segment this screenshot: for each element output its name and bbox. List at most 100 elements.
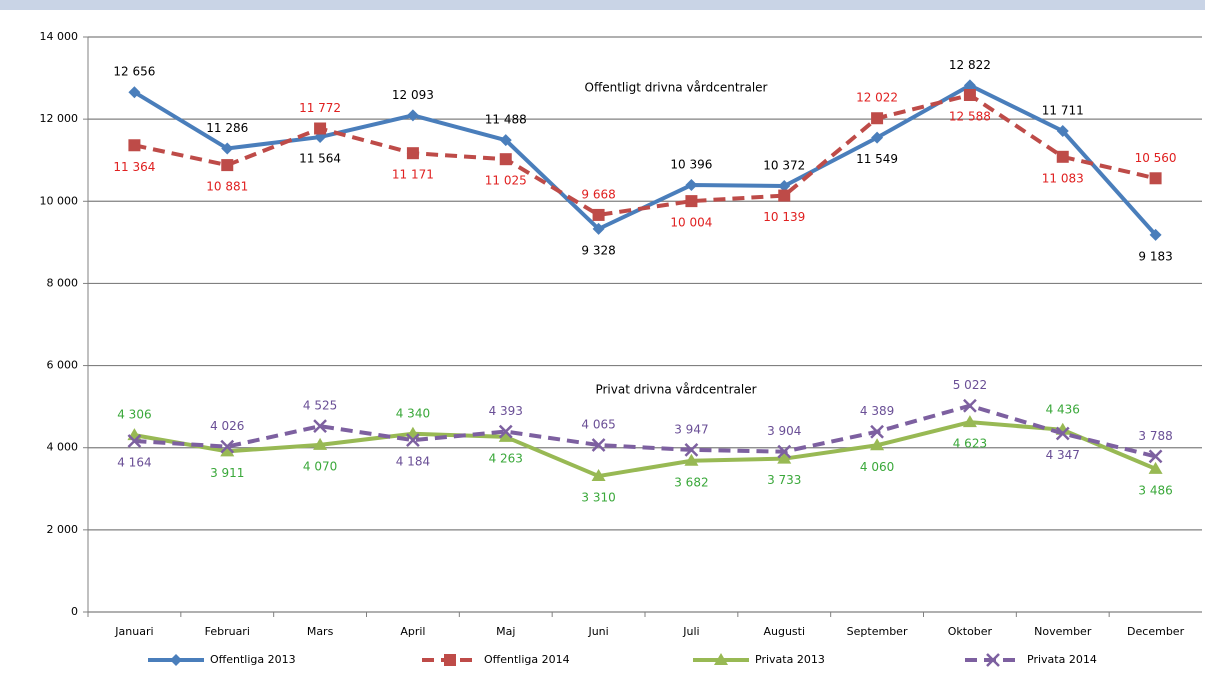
y-tick-label: 12 000	[40, 112, 79, 125]
y-tick-label: 6 000	[47, 359, 79, 372]
data-label: 4 263	[489, 451, 523, 465]
series-line	[134, 403, 1157, 459]
point	[777, 451, 792, 464]
data-label: 11 488	[485, 113, 527, 127]
point	[871, 131, 884, 144]
point	[963, 88, 976, 101]
point	[1148, 449, 1163, 464]
data-label: 4 393	[489, 404, 523, 418]
point	[406, 109, 419, 122]
data-label: 10 560	[1135, 151, 1177, 165]
point	[986, 653, 1000, 667]
data-label: 11 549	[856, 152, 898, 166]
point	[313, 419, 327, 434]
point	[128, 139, 141, 152]
point	[1148, 461, 1163, 474]
point	[444, 654, 456, 666]
data-label: 11 025	[485, 174, 527, 188]
data-label: 9 183	[1138, 249, 1172, 263]
data-label: 4 347	[1046, 448, 1080, 462]
data-label: 3 733	[767, 473, 801, 487]
data-label: 12 656	[113, 65, 155, 79]
y-tick-label: 8 000	[47, 276, 79, 289]
data-label: 3 911	[210, 466, 244, 480]
point	[406, 433, 420, 448]
data-label: 4 026	[210, 419, 244, 433]
point	[777, 444, 792, 459]
data-label: 12 093	[392, 88, 434, 102]
data-label: 4 436	[1046, 402, 1080, 416]
point	[128, 86, 141, 99]
data-label: 9 328	[581, 243, 615, 257]
point	[314, 122, 327, 135]
point	[684, 453, 699, 466]
point	[962, 415, 977, 428]
y-tick-label: 0	[71, 605, 78, 618]
point	[313, 437, 328, 450]
data-label: 4 070	[303, 459, 337, 473]
legend-label: Offentliga 2014	[484, 653, 570, 666]
data-label: 11 286	[206, 121, 248, 135]
data-label: 4 164	[117, 455, 151, 469]
data-label: 9 668	[581, 187, 615, 201]
data-label: 4 060	[860, 460, 894, 474]
y-tick-label: 14 000	[40, 30, 79, 43]
x-tick-label: Januari	[114, 625, 153, 638]
data-label: 3 904	[767, 424, 801, 438]
data-label: 3 310	[581, 491, 615, 505]
data-label: 10 396	[670, 158, 712, 172]
point	[498, 429, 513, 442]
data-label: 4 306	[117, 408, 151, 422]
frame-top	[0, 0, 1205, 10]
data-label: 11 772	[299, 101, 341, 115]
data-label: 4 184	[396, 455, 430, 469]
data-label: 4 389	[860, 404, 894, 418]
data-label: 12 588	[949, 109, 991, 123]
point	[499, 134, 512, 147]
data-label: 11 564	[299, 152, 341, 166]
data-label: 3 947	[674, 422, 708, 436]
data-label: 10 372	[763, 159, 805, 173]
point	[220, 444, 235, 457]
data-label: 3 682	[674, 475, 708, 489]
point	[871, 112, 884, 125]
point	[221, 159, 234, 172]
data-label: 4 065	[581, 418, 615, 432]
legend-label: Privata 2013	[755, 653, 825, 666]
point	[963, 79, 976, 92]
y-tick-label: 2 000	[47, 523, 79, 536]
point	[1149, 172, 1162, 185]
data-label: 4 525	[303, 399, 337, 413]
point	[714, 653, 728, 665]
x-tick-label: Juli	[682, 625, 699, 638]
point	[498, 424, 513, 439]
annotation: Privat drivna vårdcentraler	[595, 383, 756, 397]
point	[591, 438, 606, 452]
data-label: 11 083	[1042, 171, 1084, 185]
point	[870, 438, 885, 451]
x-tick-label: December	[1127, 625, 1185, 638]
point	[778, 189, 791, 202]
legend-label: Privata 2014	[1027, 653, 1097, 666]
data-label: 11 364	[113, 160, 155, 174]
point	[1149, 228, 1162, 241]
point	[127, 434, 142, 448]
point	[592, 208, 605, 221]
data-label: 11 171	[392, 168, 434, 182]
x-tick-label: Augusti	[763, 625, 805, 638]
data-label: 10 881	[206, 180, 248, 194]
series-line	[134, 420, 1157, 479]
point	[778, 180, 791, 193]
data-label: 10 139	[763, 210, 805, 224]
point	[170, 654, 182, 666]
x-tick-label: November	[1034, 625, 1092, 638]
point	[685, 179, 698, 192]
point	[221, 142, 234, 155]
point	[684, 443, 699, 457]
point	[963, 398, 977, 413]
y-tick-label: 4 000	[47, 441, 79, 454]
point	[591, 469, 606, 482]
data-label: 5 022	[953, 378, 987, 392]
